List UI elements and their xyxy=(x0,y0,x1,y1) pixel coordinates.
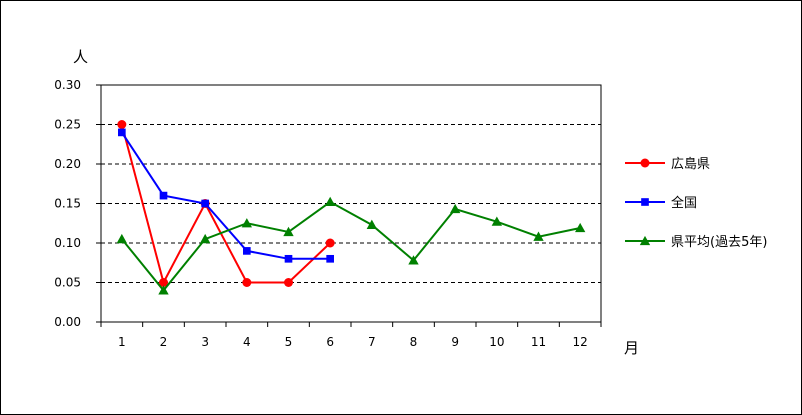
series-line xyxy=(120,131,331,260)
data-point xyxy=(199,233,211,244)
data-point xyxy=(283,226,294,237)
y-axis-unit-label: 人 xyxy=(73,48,88,66)
series-2 xyxy=(118,128,334,263)
series-3 xyxy=(116,196,586,295)
y-tick-label: 0.25 xyxy=(54,118,81,132)
x-tick-label: 11 xyxy=(531,335,546,349)
data-point xyxy=(639,235,651,246)
data-point xyxy=(201,199,209,208)
x-tick-label: 12 xyxy=(573,335,588,349)
x-tick-label: 3 xyxy=(201,335,209,349)
data-point xyxy=(366,219,378,229)
x-tick-label: 6 xyxy=(326,335,334,349)
y-tick-label: 0.30 xyxy=(54,78,81,92)
data-point xyxy=(243,247,251,255)
data-point xyxy=(326,254,334,263)
x-tick-label: 10 xyxy=(489,335,504,349)
x-tick-label: 9 xyxy=(451,335,459,349)
data-point xyxy=(284,254,293,263)
legend-item: 全国 xyxy=(625,195,697,211)
y-tick-label: 0.10 xyxy=(54,236,81,250)
y-tick-label: 0.00 xyxy=(54,315,81,329)
x-axis: 1 2 3 4 5 6 7 8 9 10 11 12 xyxy=(100,322,602,349)
y-axis: 0.00 0.05 0.10 0.15 0.20 0.25 0.30 xyxy=(54,78,101,329)
series-1 xyxy=(117,120,335,287)
y-tick-label: 0.15 xyxy=(54,197,81,211)
data-point xyxy=(640,158,650,168)
grid-lines xyxy=(101,124,601,283)
x-tick-label: 8 xyxy=(410,335,418,349)
x-tick-label: 5 xyxy=(285,335,293,349)
data-point xyxy=(159,191,168,200)
legend-label: 県平均(過去5年) xyxy=(671,235,767,250)
data-point xyxy=(159,278,168,287)
legend-label: 広島県 xyxy=(671,157,710,172)
x-axis-unit-label: 月 xyxy=(624,339,639,357)
data-point xyxy=(284,278,293,287)
data-point xyxy=(324,196,336,207)
data-point xyxy=(116,233,128,244)
data-point xyxy=(242,278,252,287)
plot-area xyxy=(100,84,602,323)
y-tick-label: 0.05 xyxy=(54,276,81,290)
x-tick-label: 2 xyxy=(160,335,168,349)
x-tick-label: 1 xyxy=(118,335,126,349)
data-point xyxy=(641,198,649,206)
data-point xyxy=(533,231,544,241)
legend-item: 広島県 xyxy=(625,157,710,172)
legend-label: 全国 xyxy=(671,195,697,211)
x-tick-label: 4 xyxy=(243,335,251,349)
data-point xyxy=(117,120,127,129)
x-tick-label: 7 xyxy=(368,335,376,349)
data-point xyxy=(449,203,461,214)
data-point xyxy=(118,128,126,137)
series-group xyxy=(116,120,586,295)
data-point xyxy=(408,255,419,265)
legend-item: 県平均(過去5年) xyxy=(625,235,767,250)
data-point xyxy=(241,218,253,228)
data-point xyxy=(574,222,586,233)
series-line xyxy=(120,124,331,286)
data-point xyxy=(158,285,169,295)
data-point xyxy=(325,238,335,248)
series-line xyxy=(121,200,581,292)
data-point xyxy=(491,216,503,226)
y-tick-label: 0.20 xyxy=(54,157,81,171)
